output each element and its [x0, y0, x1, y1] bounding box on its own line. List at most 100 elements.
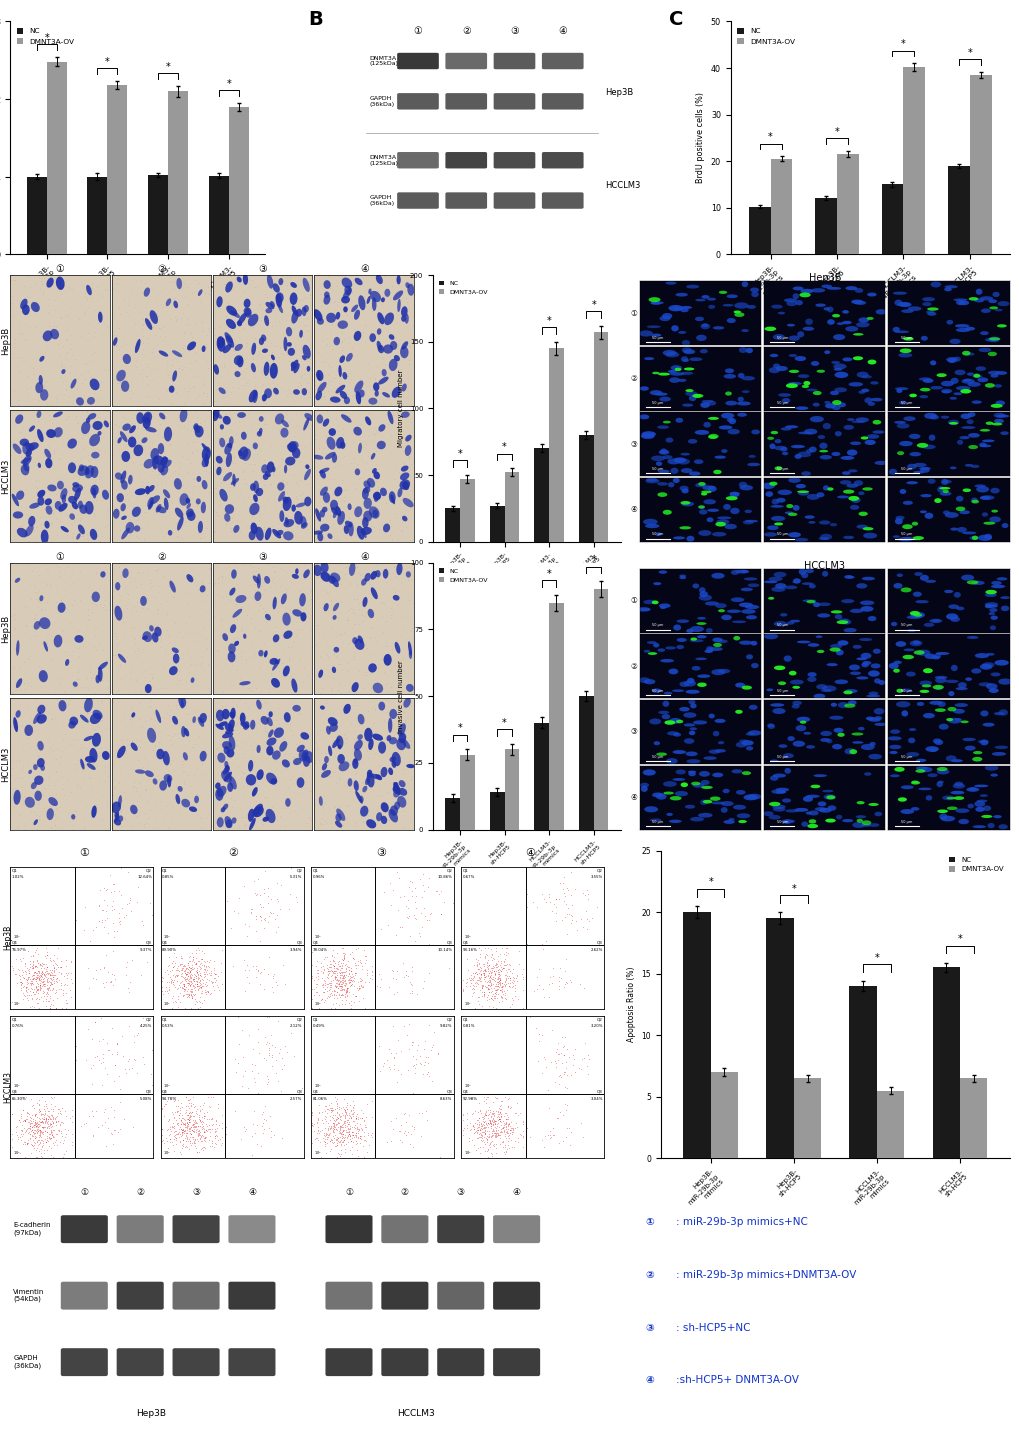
Point — [237, 649, 254, 672]
Point — [335, 702, 352, 725]
Point — [278, 383, 294, 406]
Point — [366, 459, 382, 481]
Point — [378, 672, 394, 695]
Point — [114, 523, 130, 546]
Ellipse shape — [740, 588, 752, 592]
Point — [42, 1112, 58, 1135]
Point — [480, 954, 496, 977]
Point — [155, 676, 171, 699]
Point — [60, 754, 76, 777]
Point — [118, 1062, 135, 1085]
Point — [192, 986, 208, 1009]
Point — [344, 1096, 361, 1119]
Point — [324, 337, 340, 360]
Point — [106, 1099, 122, 1122]
Point — [33, 972, 49, 995]
Point — [488, 1134, 504, 1156]
Point — [579, 887, 595, 910]
Ellipse shape — [807, 643, 818, 646]
Point — [417, 1030, 433, 1053]
Text: Q4: Q4 — [312, 940, 318, 944]
Point — [39, 956, 55, 979]
Point — [34, 1125, 50, 1148]
Point — [336, 969, 353, 992]
Point — [124, 1116, 141, 1139]
Point — [76, 384, 93, 407]
Point — [366, 416, 382, 438]
Point — [208, 737, 224, 759]
Point — [18, 983, 35, 1006]
Point — [36, 984, 52, 1007]
Point — [345, 588, 362, 610]
Ellipse shape — [802, 327, 813, 331]
Ellipse shape — [981, 662, 994, 668]
Ellipse shape — [936, 810, 947, 813]
Ellipse shape — [648, 297, 660, 302]
Point — [265, 901, 281, 924]
Point — [404, 1030, 420, 1053]
Point — [75, 817, 92, 840]
Point — [46, 969, 62, 992]
Point — [401, 688, 418, 711]
Point — [475, 953, 491, 976]
Ellipse shape — [858, 317, 868, 322]
FancyBboxPatch shape — [381, 1348, 428, 1376]
Point — [177, 1126, 194, 1149]
Point — [144, 575, 160, 598]
Point — [475, 983, 491, 1006]
Point — [106, 873, 122, 896]
Ellipse shape — [803, 381, 809, 385]
Point — [367, 367, 383, 390]
Point — [60, 1118, 76, 1141]
Point — [491, 1098, 507, 1121]
Point — [199, 517, 215, 540]
Point — [135, 715, 151, 738]
Point — [43, 1126, 59, 1149]
Point — [103, 972, 119, 995]
Bar — [769, 159, 792, 254]
Ellipse shape — [931, 619, 940, 622]
Point — [314, 330, 330, 353]
Ellipse shape — [792, 686, 799, 689]
Point — [15, 651, 32, 674]
Point — [179, 983, 196, 1006]
Point — [184, 947, 201, 970]
Point — [207, 1111, 223, 1134]
Point — [345, 974, 362, 997]
Ellipse shape — [849, 441, 860, 446]
Point — [96, 956, 112, 979]
Point — [362, 514, 378, 537]
Ellipse shape — [814, 304, 825, 307]
Point — [551, 957, 568, 980]
Ellipse shape — [874, 310, 886, 314]
Ellipse shape — [185, 509, 194, 517]
Point — [333, 361, 350, 384]
Ellipse shape — [711, 532, 726, 536]
Point — [172, 953, 189, 976]
Point — [313, 952, 329, 974]
Point — [23, 1134, 40, 1156]
Point — [281, 898, 298, 921]
Point — [187, 1108, 204, 1131]
Point — [420, 962, 436, 984]
Point — [300, 663, 316, 686]
Ellipse shape — [249, 818, 256, 831]
Point — [327, 966, 343, 989]
Point — [90, 275, 106, 298]
Point — [489, 1105, 505, 1128]
Point — [24, 987, 41, 1010]
Point — [26, 996, 43, 1019]
Point — [105, 367, 121, 390]
Ellipse shape — [993, 413, 1005, 418]
Point — [70, 661, 87, 684]
Point — [91, 438, 107, 461]
Point — [217, 391, 233, 414]
Point — [31, 964, 47, 987]
Point — [326, 983, 342, 1006]
Point — [121, 431, 138, 454]
Point — [206, 1135, 222, 1158]
Ellipse shape — [224, 504, 234, 514]
Point — [248, 907, 264, 930]
Point — [250, 1062, 266, 1085]
Point — [174, 954, 191, 977]
